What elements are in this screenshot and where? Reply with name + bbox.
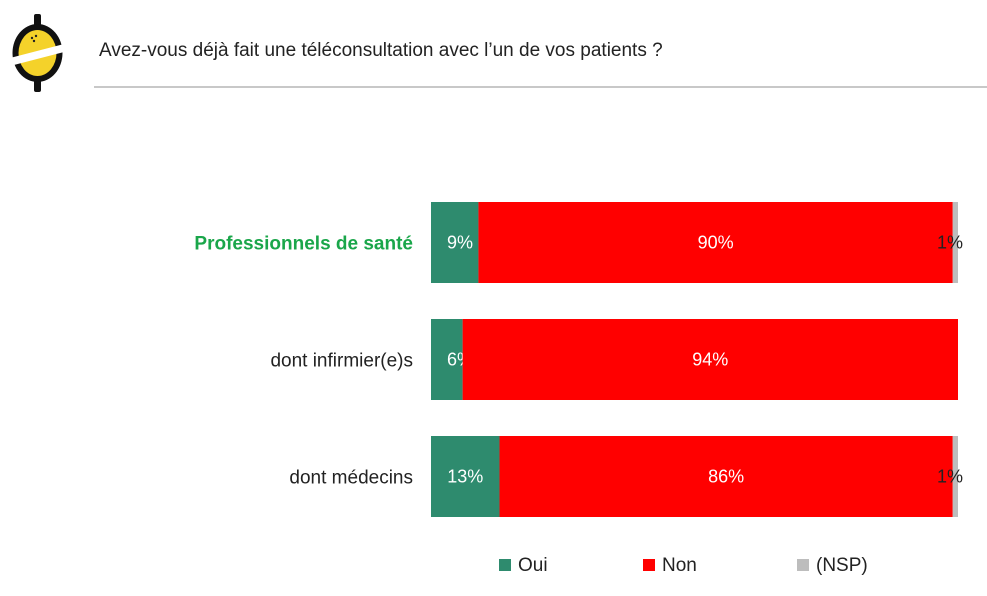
category-label: dont infirmier(e)s: [270, 351, 413, 372]
category-label: dont médecins: [289, 468, 413, 489]
bar-segment-non: [462, 319, 958, 400]
legend-item-non: Non: [643, 555, 697, 577]
data-label-non: 94%: [692, 350, 728, 370]
bar-segment-non: [478, 202, 953, 283]
data-label-non: 86%: [708, 467, 744, 487]
bar-segment-non: [499, 436, 953, 517]
bar-segment-oui: [431, 436, 500, 517]
data-label-non: 90%: [698, 233, 734, 253]
data-label-oui: 13%: [447, 467, 483, 487]
legend-item-oui: Oui: [499, 555, 548, 577]
bar-segment-oui: [431, 202, 479, 283]
data-label-nsp: 1%: [937, 467, 963, 487]
header-divider: [94, 86, 987, 88]
legend-swatch-non: [643, 558, 655, 571]
brand-logo: [10, 14, 64, 92]
legend-swatch-nsp: [797, 558, 809, 571]
data-label-nsp: 1%: [937, 233, 963, 253]
category-label: Professionnels de santé: [194, 234, 413, 255]
bar-segment-oui: [431, 319, 463, 400]
question-title: Avez-vous déjà fait une téléconsultation…: [99, 40, 663, 61]
bar-segment-nsp: [952, 436, 958, 517]
legend-item-nsp: (NSP): [797, 555, 868, 577]
legend-label-non: Non: [662, 555, 697, 576]
legend-label-oui: Oui: [518, 555, 548, 576]
legend-label-nsp: (NSP): [816, 555, 868, 576]
bar-segment-nsp: [952, 202, 958, 283]
legend-swatch-oui: [499, 558, 511, 571]
data-label-oui: 9%: [447, 233, 473, 253]
